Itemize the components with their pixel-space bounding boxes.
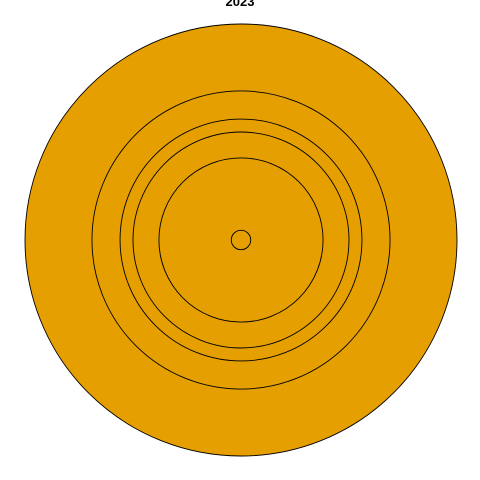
ring-2 [119, 118, 363, 362]
pie-disc [24, 23, 458, 457]
ring-4 [158, 157, 324, 323]
chart-title: 2023 [226, 0, 255, 9]
ring-1 [91, 90, 391, 390]
ring-3 [132, 131, 350, 349]
ring-layer [91, 90, 391, 390]
ring-5 [230, 229, 252, 251]
disc-layer [24, 23, 458, 457]
